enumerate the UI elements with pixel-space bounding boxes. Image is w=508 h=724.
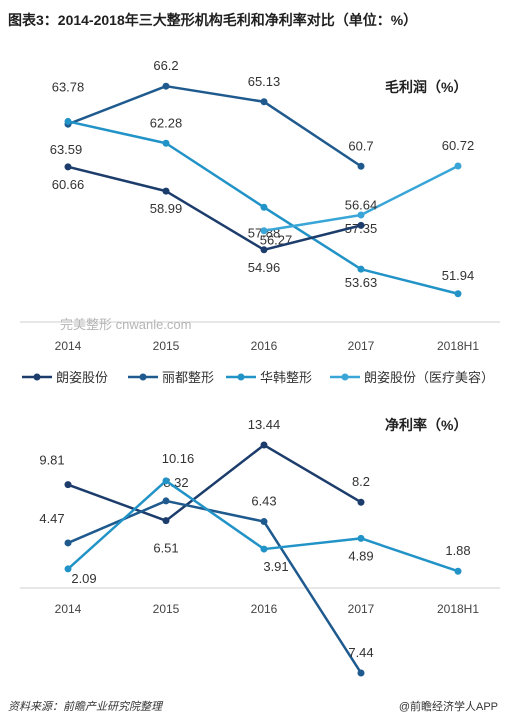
data-point (454, 162, 462, 170)
x-tick-label: 2015 (153, 602, 180, 616)
x-tick-label: 2017 (348, 339, 375, 353)
series-line (67, 499, 363, 674)
data-point (357, 265, 365, 273)
data-point (357, 221, 365, 229)
data-point (260, 545, 268, 553)
data-label: 1.88 (445, 543, 470, 558)
data-label: 53.63 (345, 275, 378, 290)
data-point (64, 565, 72, 573)
data-label: 3.91 (263, 559, 288, 574)
data-label: 9.81 (39, 453, 64, 468)
data-point (260, 203, 268, 211)
data-label: 56.64 (345, 197, 378, 212)
data-point (454, 290, 462, 298)
chart-title: 毛利润（%） (385, 79, 467, 95)
data-label: 63.59 (50, 142, 83, 157)
data-label: 66.2 (153, 58, 178, 73)
data-point (162, 139, 170, 147)
data-label: 60.7 (348, 138, 373, 153)
legend-label: 朗姿股份 (56, 370, 108, 385)
data-label: 4.89 (348, 548, 373, 563)
publisher-credit: @前瞻经济学人APP (398, 701, 498, 713)
data-point (260, 227, 268, 235)
data-point (260, 441, 268, 449)
data-label: 13.44 (248, 417, 281, 432)
data-label: 56.27 (260, 233, 293, 248)
source-note: 资料来源：前瞻产业研究院整理 (8, 701, 162, 713)
series-line (67, 84, 362, 168)
data-point (357, 534, 365, 542)
data-label: 6.51 (153, 541, 178, 556)
legend-label: 朗姿股份（医疗美容） (364, 370, 494, 385)
data-label: 4.47 (39, 511, 64, 526)
data-label: 65.13 (248, 74, 281, 89)
data-point (260, 246, 268, 254)
watermark: 完美整形 cnwanle.com (60, 317, 192, 332)
data-label: 6.43 (251, 494, 276, 509)
data-label: 51.94 (442, 268, 475, 283)
data-point (64, 117, 72, 125)
series-line (67, 443, 362, 522)
legend-marker (341, 373, 349, 381)
series-line (67, 165, 362, 252)
data-point (64, 539, 72, 547)
x-tick-label: 2018H1 (437, 602, 479, 616)
legend-marker (237, 373, 245, 381)
figure-title: 图表3：2014-2018年三大整形机构毛利和净利率对比（单位：%） (8, 12, 418, 28)
data-point (260, 518, 268, 526)
x-tick-label: 2014 (55, 602, 82, 616)
data-label: 60.72 (442, 138, 475, 153)
data-label: 58.99 (150, 201, 183, 216)
data-point (162, 517, 170, 525)
x-tick-label: 2018H1 (437, 339, 479, 353)
chart-1: 毛利润（%） 2014 2015 2016 2017 2018H1 63.59 66.2 65.… (20, 58, 500, 385)
data-label: 60.66 (52, 177, 85, 192)
data-point (162, 187, 170, 195)
x-tick-label: 2015 (153, 339, 180, 353)
data-label: 8.32 (163, 475, 188, 490)
x-tick-label: 2017 (348, 602, 375, 616)
legend-marker (139, 373, 147, 381)
data-point (162, 497, 170, 505)
legend-label: 丽都整形 (162, 370, 214, 385)
chart-2: 净利率（%） 2014 2015 2016 2017 2018H1 9.81 6.51 13.4… (20, 417, 500, 677)
data-point (357, 211, 365, 219)
data-point (357, 498, 365, 506)
legend: 朗姿股份 丽都整形 华韩整形 朗姿股份（医疗美容） (22, 370, 494, 385)
data-point (454, 567, 462, 575)
data-label: 8.2 (352, 474, 370, 489)
data-point (64, 481, 72, 489)
x-tick-label: 2016 (251, 339, 278, 353)
data-point (357, 162, 365, 170)
legend-marker (33, 373, 41, 381)
legend-label: 华韩整形 (260, 370, 312, 385)
data-point (162, 82, 170, 90)
data-point (357, 669, 365, 677)
data-label: 63.78 (52, 79, 85, 94)
data-label: 54.96 (248, 260, 281, 275)
chart-title: 净利率（%） (385, 417, 467, 433)
data-label: 10.16 (162, 451, 195, 466)
data-label: 62.28 (150, 115, 183, 130)
data-point (64, 163, 72, 171)
x-tick-label: 2014 (55, 339, 82, 353)
data-label: 2.09 (71, 571, 96, 586)
data-point (260, 98, 268, 106)
data-label: 7.44 (348, 645, 373, 660)
x-tick-label: 2016 (251, 602, 278, 616)
data-point (162, 477, 170, 485)
